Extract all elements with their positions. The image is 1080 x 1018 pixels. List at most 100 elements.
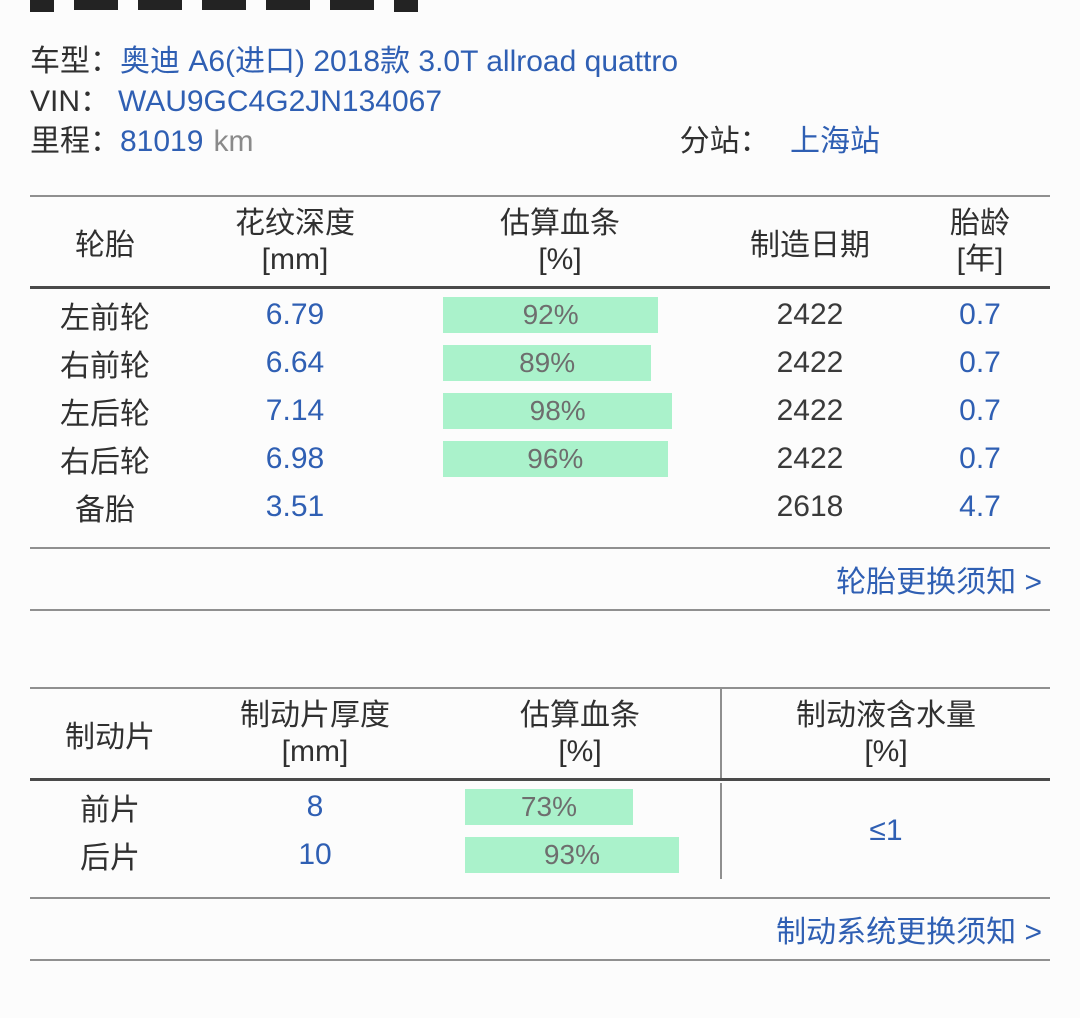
- health-bar: 73%: [465, 789, 633, 825]
- health-bar-track: 96%: [443, 441, 677, 477]
- health-bar-track: 73%: [465, 789, 695, 825]
- clipped-title-fragment: [30, 0, 54, 12]
- tread-depth: 6.98: [265, 442, 325, 475]
- depth-col-header: 花纹深度 [mm]: [235, 206, 355, 276]
- pad-name: 前片: [80, 794, 140, 827]
- mileage-value: 81019: [120, 125, 204, 158]
- tire-age: 0.7: [959, 298, 1001, 331]
- date-col-header: 制造日期: [750, 228, 870, 262]
- health-bar-track: 89%: [443, 345, 677, 381]
- brake-table: 制动片 制动片厚度 [mm] 估算血条 [%] 制动液含水量 [%] 前片 8: [30, 687, 1050, 961]
- clipped-title-fragment: [138, 0, 182, 10]
- tire-table-footer: 轮胎更换须知 >: [30, 547, 1050, 611]
- tire-name: 左后轮: [60, 398, 150, 431]
- manufacture-date: 2422: [776, 442, 844, 475]
- brake-replacement-notice-link[interactable]: 制动系统更换须知 >: [776, 916, 1042, 949]
- pad-col-header: 制动片: [65, 720, 155, 754]
- health-bar: 89%: [443, 345, 652, 381]
- table-row: 右后轮 6.98 96% 2422 0.7: [30, 435, 1050, 483]
- health-bar-label: 98%: [529, 395, 586, 426]
- tire-age: 0.7: [959, 442, 1001, 475]
- health-bar: 98%: [443, 393, 673, 429]
- health-bar-label: 73%: [520, 791, 577, 822]
- health-bar: 93%: [465, 837, 679, 873]
- tire-age: 4.7: [959, 490, 1001, 523]
- clipped-title: [30, 0, 1080, 12]
- mileage-label: 里程：: [30, 125, 120, 158]
- vin-row: VIN： WAU9GC4G2JN134067: [30, 82, 1050, 122]
- health-bar-track: 93%: [465, 837, 695, 873]
- table-row: 左后轮 7.14 98% 2422 0.7: [30, 387, 1050, 435]
- tread-depth: 6.64: [265, 346, 325, 379]
- mileage-unit: km: [213, 125, 254, 158]
- model-value: 奥迪 A6(进口) 2018款 3.0T allroad quattro: [120, 45, 679, 78]
- table-row: 左前轮 6.79 92% 2422 0.7: [30, 291, 1050, 339]
- thickness-col-header: 制动片厚度 [mm]: [240, 698, 390, 768]
- health-bar: 92%: [443, 297, 659, 333]
- clipped-title-fragment: [330, 0, 374, 10]
- manufacture-date: 2422: [776, 298, 844, 331]
- health-bar-label: 96%: [527, 443, 584, 474]
- tire-name: 右后轮: [60, 446, 150, 479]
- mileage-station-row: 里程： 81019 km 分站： 上海站: [30, 122, 1050, 162]
- health-cell: 98%: [410, 393, 710, 429]
- tread-depth: 7.14: [265, 394, 325, 427]
- tire-table-header: 轮胎 花纹深度 [mm] 估算血条 [%] 制造日期 胎龄 [年]: [30, 195, 1050, 289]
- station-value: 上海站: [790, 125, 880, 158]
- tire-name: 右前轮: [60, 350, 150, 383]
- model-row: 车型： 奥迪 A6(进口) 2018款 3.0T allroad quattro: [30, 42, 1050, 82]
- tire-age: 0.7: [959, 346, 1001, 379]
- age-col-header: 胎龄 [年]: [950, 206, 1010, 276]
- health-bar-label: 89%: [519, 347, 576, 378]
- manufacture-date: 2422: [776, 346, 844, 379]
- fluid-value-cell: ≤1: [720, 783, 1050, 879]
- health-cell: 96%: [410, 441, 710, 477]
- vin-label: VIN：: [30, 85, 111, 118]
- tire-age: 0.7: [959, 394, 1001, 427]
- vehicle-info-section: 车型： 奥迪 A6(进口) 2018款 3.0T allroad quattro…: [30, 42, 1050, 162]
- fluid-col-header: 制动液含水量 [%]: [720, 689, 1050, 778]
- health-cell: 73%: [440, 789, 720, 825]
- tire-replacement-notice-link[interactable]: 轮胎更换须知 >: [836, 566, 1042, 599]
- tread-depth: 3.51: [265, 490, 325, 523]
- brake-table-header: 制动片 制动片厚度 [mm] 估算血条 [%] 制动液含水量 [%]: [30, 687, 1050, 781]
- tire-table: 轮胎 花纹深度 [mm] 估算血条 [%] 制造日期 胎龄 [年] 左前轮 6.…: [30, 195, 1050, 611]
- table-row: 右前轮 6.64 89% 2422 0.7: [30, 339, 1050, 387]
- manufacture-date: 2618: [776, 490, 844, 523]
- pad-thickness: 10: [298, 838, 332, 871]
- brake-table-body: 前片 8 73% 后片 10: [30, 781, 1050, 897]
- pad-thickness: 8: [306, 790, 324, 823]
- brake-table-footer: 制动系统更换须知 >: [30, 897, 1050, 961]
- clipped-title-fragment: [266, 0, 310, 10]
- station-label: 分站：: [679, 125, 770, 158]
- brake-rows: 前片 8 73% 后片 10: [30, 783, 720, 879]
- tire-name: 备胎: [75, 494, 135, 527]
- model-label: 车型：: [30, 45, 120, 78]
- health-cell: 92%: [410, 297, 710, 333]
- table-row: 前片 8 73%: [30, 783, 720, 831]
- health-col-header: 估算血条 [%]: [520, 698, 640, 768]
- tire-name: 左前轮: [60, 302, 150, 335]
- health-bar-label: 92%: [522, 299, 579, 330]
- table-row: 备胎 3.51 2618 4.7: [30, 483, 1050, 531]
- tire-col-header: 轮胎: [75, 228, 135, 262]
- tire-table-body: 左前轮 6.79 92% 2422 0.7 右前轮 6.64: [30, 289, 1050, 547]
- fluid-water-content: ≤1: [869, 814, 903, 847]
- table-row: 后片 10 93%: [30, 831, 720, 879]
- health-cell: 89%: [410, 345, 710, 381]
- clipped-title-fragment: [394, 0, 418, 12]
- station-group: 分站： 上海站: [680, 122, 880, 162]
- pad-name: 后片: [80, 842, 140, 875]
- health-bar: 96%: [443, 441, 668, 477]
- clipped-title-fragment: [202, 0, 246, 10]
- health-cell: 93%: [440, 837, 720, 873]
- health-bar-track: 98%: [443, 393, 677, 429]
- health-bar-label: 93%: [543, 839, 600, 870]
- tread-depth: 6.79: [265, 298, 325, 331]
- manufacture-date: 2422: [776, 394, 844, 427]
- clipped-title-fragment: [74, 0, 118, 10]
- vin-value: WAU9GC4G2JN134067: [118, 85, 443, 118]
- health-bar-track: 92%: [443, 297, 677, 333]
- health-col-header: 估算血条 [%]: [500, 206, 620, 276]
